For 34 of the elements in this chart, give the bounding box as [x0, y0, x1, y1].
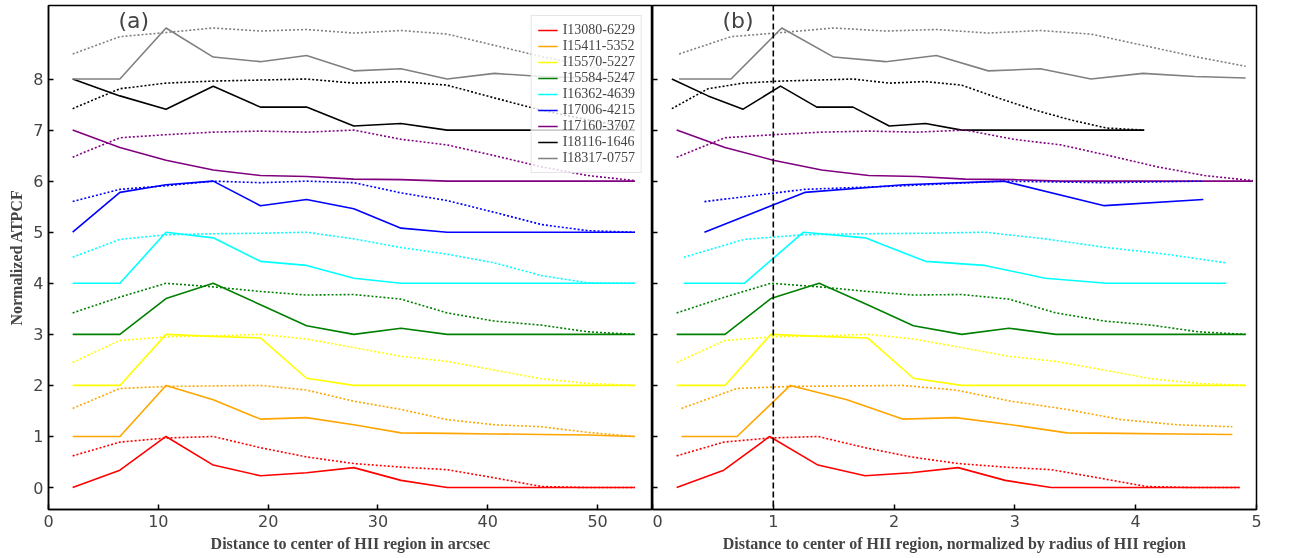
legend-label: I15584-5247 — [562, 70, 635, 86]
x-tick-label: 50 — [587, 511, 608, 531]
legend-label: I15570-5227 — [562, 54, 635, 70]
legend-label: I17160-3707 — [562, 118, 635, 134]
legend-label: I15411-5352 — [562, 38, 635, 54]
y-tick-label: 5 — [33, 223, 44, 243]
legend-label: I13080-6229 — [562, 22, 635, 38]
x-tick-label: 20 — [257, 511, 279, 531]
legend-label: I18116-1646 — [562, 134, 635, 150]
legend-label: I17006-4215 — [562, 102, 635, 118]
x-tick-label: 2 — [889, 511, 900, 531]
x-tick-label: 40 — [477, 511, 498, 531]
chart-title: (b) — [722, 7, 754, 33]
x-tick-label: 5 — [1251, 511, 1262, 531]
x-axis-title: Distance to center of HII region in arcsec — [210, 534, 491, 553]
y-tick-label: 8 — [33, 70, 44, 90]
y-tick-label: 3 — [33, 325, 44, 345]
y-axis-title: Normalized ATPCF — [8, 190, 26, 326]
y-tick-label: 1 — [33, 427, 44, 447]
x-tick-label: 3 — [1009, 511, 1020, 531]
y-tick-label: 4 — [33, 274, 44, 294]
legend-label: I16362-4639 — [562, 86, 635, 102]
y-tick-label: 7 — [33, 121, 44, 141]
y-tick-label: 6 — [33, 172, 44, 192]
chart-title: (a) — [118, 7, 150, 33]
x-tick-label: 4 — [1130, 511, 1141, 531]
x-tick-label: 30 — [367, 511, 389, 531]
legend-label: I18317-0757 — [562, 150, 635, 166]
y-tick-label: 2 — [33, 376, 44, 396]
y-tick-label: 0 — [33, 478, 44, 498]
x-axis-title: Distance to center of HII region, normalized by radius of HII region — [722, 534, 1186, 553]
x-tick-label: 1 — [768, 511, 779, 531]
x-tick-label: 0 — [652, 511, 663, 531]
x-tick-label: 10 — [148, 511, 169, 531]
